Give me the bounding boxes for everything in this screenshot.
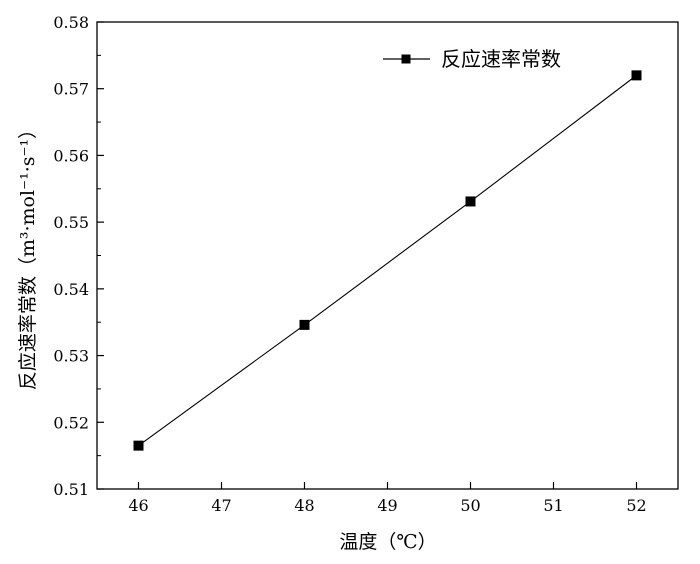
x-tick-label: 50	[460, 496, 480, 515]
series-line	[138, 74, 637, 447]
x-tick-label: 48	[294, 496, 314, 515]
y-tick-label: 0.53	[53, 347, 89, 366]
x-tick-label: 51	[543, 496, 563, 515]
legend-label: 反应速率常数	[441, 47, 561, 71]
data-point-marker	[299, 319, 310, 330]
y-tick-label: 0.51	[53, 480, 89, 499]
y-axis-label: 反应速率常数（m³·mol⁻¹·s⁻¹）	[17, 120, 39, 390]
y-tick-label: 0.56	[53, 146, 89, 165]
x-tick-label: 52	[626, 496, 646, 515]
y-axis-ticks: 0.51 0.52 0.53 0.54 0.55 0.56 0.57 0.58	[53, 13, 104, 499]
data-point-marker	[133, 440, 144, 451]
x-tick-label: 47	[211, 496, 231, 515]
y-tick-label: 0.54	[53, 280, 89, 299]
y-tick-label: 0.55	[53, 213, 89, 232]
legend: 反应速率常数	[383, 47, 561, 71]
x-tick-label: 49	[377, 496, 397, 515]
x-tick-label: 46	[128, 496, 148, 515]
legend-marker-sample	[401, 54, 411, 64]
data-point-marker	[631, 70, 642, 81]
x-axis-ticks: 46 47 48 49 50 51 52	[128, 482, 647, 515]
data-point-marker	[465, 196, 476, 207]
y-tick-label: 0.57	[53, 80, 89, 99]
y-tick-label: 0.58	[53, 13, 89, 32]
x-axis-label: 温度（℃）	[339, 531, 436, 553]
plot-frame	[96, 21, 679, 490]
y-tick-label: 0.52	[53, 413, 89, 432]
series-group	[133, 70, 642, 451]
